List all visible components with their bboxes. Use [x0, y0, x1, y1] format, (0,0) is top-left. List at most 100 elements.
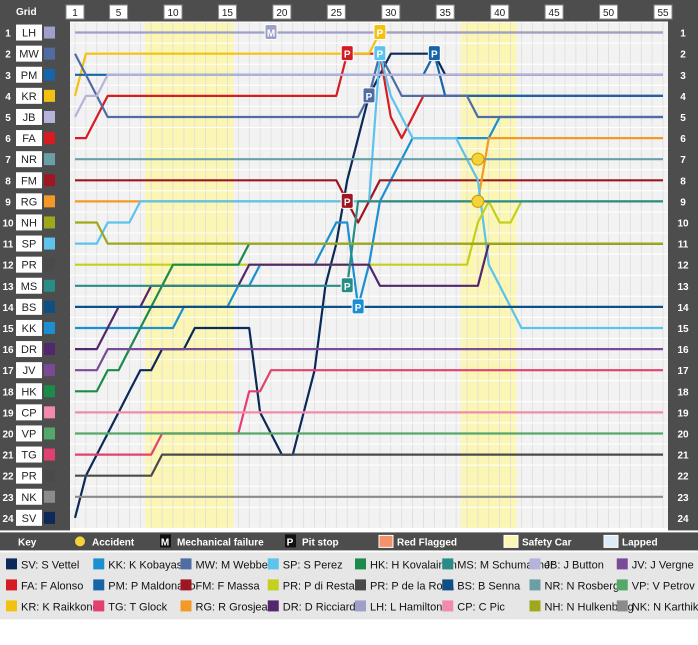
driver-key-swatch: [267, 600, 279, 612]
legend-label: Pit stop: [302, 537, 339, 548]
position-number-right: 22: [677, 472, 689, 483]
grid-driver-code: VP: [22, 428, 37, 440]
legend-marker-box: [160, 534, 171, 548]
driver-key-swatch: [529, 558, 541, 570]
grid-driver-code: RG: [21, 196, 38, 208]
series-line: [74, 73, 663, 118]
grid-label-box: [16, 319, 42, 336]
grid-driver-code: NR: [21, 154, 37, 166]
grid-label-box: [16, 467, 42, 484]
grid-label-box: [16, 341, 42, 358]
lap-tick-box: [326, 4, 346, 20]
position-number-left: 7: [5, 155, 11, 166]
grid-color-swatch: [44, 26, 55, 39]
legend-marker-box: [285, 534, 296, 548]
legend-label: Safety Car: [522, 537, 572, 548]
mechanical-failure-letter: M: [267, 29, 275, 40]
grid-driver-code: KR: [21, 91, 36, 103]
driver-key-label: KR: K Raikkonen: [21, 601, 105, 613]
driver-key-label: NH: N Hulkenberg: [545, 601, 634, 613]
position-number-right: 2: [680, 50, 686, 61]
grid-label-box: [16, 256, 42, 273]
grid-label-box: [16, 130, 42, 147]
lap-tick-box: [490, 4, 510, 20]
driver-key-label: RG: R Grosjean: [196, 601, 274, 613]
driver-key-swatch: [93, 600, 105, 612]
grid-color-swatch: [44, 258, 55, 271]
grid-driver-code: PR: [21, 260, 36, 272]
position-number-left: 17: [2, 366, 14, 377]
position-number-right: 1: [680, 29, 686, 40]
pit-stop-letter: P: [377, 29, 384, 40]
grid-driver-code: NK: [21, 492, 37, 504]
position-number-right: 19: [677, 408, 689, 419]
legend-label: Red Flagged: [397, 537, 457, 548]
lap-tick-label: 20: [276, 8, 288, 19]
driver-key-swatch: [442, 558, 454, 570]
grid-color-swatch: [44, 469, 55, 482]
pit-stop-marker: [340, 45, 354, 62]
grid-label-box: [16, 488, 42, 505]
position-number-right: 12: [677, 261, 689, 272]
grid-driver-code: HK: [21, 386, 37, 398]
grid-label-box: [16, 24, 42, 41]
grid-driver-code: KK: [22, 323, 37, 335]
position-number-right: 8: [680, 176, 686, 187]
grid-label-box: [16, 404, 42, 421]
position-number-right: 3: [680, 71, 686, 82]
position-number-left: 11: [3, 240, 14, 251]
position-number-left: 12: [2, 261, 14, 272]
pit-stop-letter: P: [344, 197, 351, 208]
grid-label-box: [16, 66, 42, 83]
position-number-right: 14: [677, 303, 689, 314]
driver-key-label: SP: S Perez: [283, 559, 343, 571]
grid-driver-code: JV: [23, 365, 37, 377]
driver-key-label: HK: H Kovalainen: [370, 559, 457, 571]
driver-key-label: FM: F Massa: [196, 580, 261, 592]
legend-bar: [0, 532, 698, 551]
grid-color-swatch: [44, 216, 55, 229]
driver-key-swatch: [180, 558, 192, 570]
driver-key-label: JB: J Button: [545, 559, 604, 571]
position-number-left: 1: [5, 29, 11, 40]
driver-key-swatch: [355, 600, 366, 612]
grid-driver-code: FA: [22, 133, 36, 145]
grid-label-box: [16, 383, 42, 400]
grid-label-box: [16, 108, 42, 125]
grid-label-box: [16, 362, 42, 379]
position-number-right: 5: [680, 113, 686, 124]
lap-tick-box: [435, 4, 455, 20]
grid-driver-code: LH: [22, 28, 36, 40]
grid-driver-code: PR: [21, 471, 36, 483]
driver-key-swatch: [6, 600, 17, 612]
legend-marker-letter: P: [287, 537, 294, 548]
driver-key-swatch: [267, 579, 279, 591]
accident-icon: [75, 536, 85, 547]
driver-key-swatch: [6, 558, 17, 570]
grid-label-box: [16, 87, 42, 104]
lap-tick-label: 1: [72, 8, 78, 19]
position-number-right: 18: [677, 387, 689, 398]
driver-key-label: NR: N Rosberg: [545, 580, 620, 592]
position-number-right: 6: [680, 134, 686, 145]
lap-tick-box: [653, 4, 673, 20]
grid-label-box: [16, 446, 42, 463]
lap-tick-label: 45: [549, 8, 561, 19]
grid-color-swatch: [44, 406, 55, 419]
grid-driver-code: SP: [22, 239, 37, 251]
lap-tick-label: 15: [222, 8, 234, 19]
grid-header: Grid: [16, 7, 37, 18]
series-line: [75, 221, 663, 245]
lap-tick-label: 35: [440, 8, 452, 19]
grid-color-swatch: [44, 448, 55, 461]
grid-label-box: [16, 509, 42, 526]
lap-tick-box: [381, 4, 401, 20]
lap-tick-box: [109, 4, 129, 20]
position-number-left: 4: [5, 92, 11, 103]
pit-stop-letter: P: [366, 92, 373, 103]
legend-marker-letter: M: [161, 537, 169, 548]
position-number-left: 3: [5, 71, 11, 82]
position-number-left: 23: [2, 493, 14, 504]
position-number-right: 21: [677, 451, 689, 462]
